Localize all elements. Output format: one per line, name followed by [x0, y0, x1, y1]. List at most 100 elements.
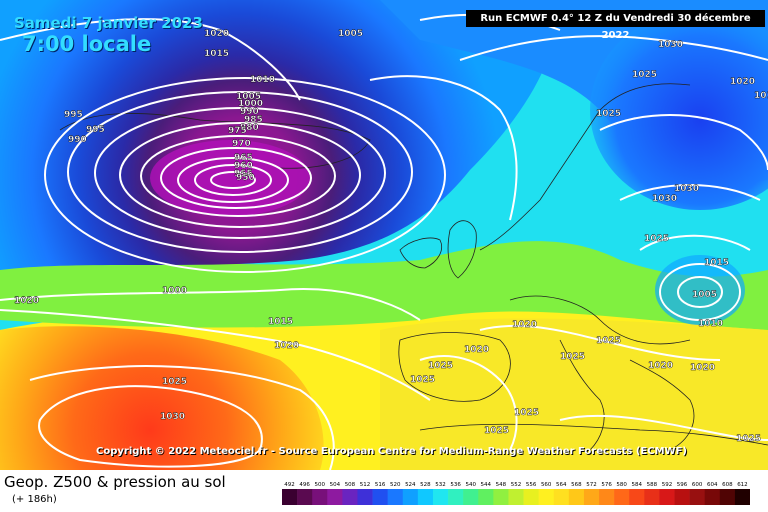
- contour-label: 1030: [674, 184, 699, 194]
- contour-label: 990: [240, 107, 259, 117]
- scale-swatch: [553, 489, 570, 505]
- contour-label: 1025: [632, 70, 657, 80]
- contour-label: 1025: [410, 375, 435, 385]
- scale-tick-label: 560: [541, 482, 552, 488]
- scale-tick-label: 504: [330, 482, 341, 488]
- scale-tick-label: 600: [692, 482, 703, 488]
- contour-label: 1015: [704, 258, 729, 268]
- scale-tick-label: 584: [632, 482, 643, 488]
- isobar-ring: [177, 157, 289, 203]
- contour-label: 985: [244, 115, 263, 125]
- contour-label: 1020: [464, 345, 489, 355]
- legend-subtitle: (+ 186h): [12, 494, 57, 505]
- contour-label: 1025: [428, 361, 453, 371]
- scale-tick-label: 552: [511, 482, 522, 488]
- contour-label: 1020: [690, 363, 715, 373]
- scale-swatch: [659, 489, 675, 505]
- run-info: Run ECMWF 0.4° 12 Z du Vendredi 30 décem…: [466, 10, 765, 41]
- scale-tick-label: 612: [737, 482, 748, 488]
- east-secondary-low: [655, 255, 745, 325]
- scale-swatch: [704, 489, 721, 505]
- isobar-ring: [160, 147, 312, 209]
- scale-tick-label: 544: [481, 482, 492, 488]
- contour-label: 990: [68, 135, 87, 145]
- scale-swatch: [508, 489, 524, 505]
- scale-tick-label: 492: [284, 482, 295, 488]
- contour-label: 1020: [512, 320, 537, 330]
- scale-swatch: [583, 489, 600, 505]
- contour-label: 1000: [162, 286, 187, 296]
- scale-swatch: [342, 489, 358, 505]
- isobar-line: [369, 75, 518, 221]
- isobar-ring: [94, 107, 386, 239]
- contour-label: 1020: [14, 296, 39, 306]
- contour-label: 950: [236, 173, 255, 183]
- contour-label: 955: [234, 169, 253, 179]
- contour-label: 965: [234, 153, 253, 163]
- scale-swatch: [402, 489, 419, 505]
- scale-tick-label: 548: [496, 482, 507, 488]
- scale-tick-label: 496: [299, 482, 310, 488]
- contour-label: 1000: [238, 99, 263, 109]
- coastlines: [59, 83, 768, 451]
- scale-swatch: [417, 489, 434, 505]
- weather-map: 1020 1005 1015 1010 1005 1000 990 985 98…: [0, 0, 768, 470]
- scale-tick-label: 520: [390, 482, 401, 488]
- scale-swatch: [282, 489, 298, 505]
- scale-tick-label: 516: [375, 482, 386, 488]
- high-pressure-area: [0, 326, 324, 470]
- scale-swatch: [614, 489, 630, 505]
- scale-swatch: [523, 489, 539, 505]
- isobar-line: [419, 355, 518, 451]
- scale-swatch: [644, 489, 660, 505]
- scale-tick-label: 500: [314, 482, 325, 488]
- central-core: [150, 140, 310, 216]
- scale-tick-label: 564: [556, 482, 567, 488]
- contour-label: 960: [234, 161, 253, 171]
- scale-tick-label: 556: [526, 482, 537, 488]
- scale-tick-label: 596: [677, 482, 688, 488]
- contour-label: 1020: [730, 77, 755, 87]
- isobar-line: [599, 114, 768, 171]
- isobar-line: [0, 18, 301, 101]
- scale-swatch: [599, 489, 615, 505]
- scale-tick-label: 532: [435, 482, 446, 488]
- scale-tick-label: 568: [571, 482, 582, 488]
- scale-tick-label: 572: [586, 482, 597, 488]
- contour-label: 1020: [204, 29, 229, 39]
- contour-label: 1025: [596, 336, 621, 346]
- contour-label: 1020: [274, 341, 299, 351]
- isobar-line: [0, 309, 431, 401]
- scale-tick-label: 540: [465, 482, 476, 488]
- contour-label: 995: [86, 125, 105, 135]
- low-pressure-area: [0, 0, 560, 270]
- contour-label: 1025: [596, 109, 621, 119]
- contour-label: 975: [228, 126, 247, 136]
- scale-swatch: [432, 489, 449, 505]
- contour-label: 1030: [160, 412, 185, 422]
- contour-label: 1025: [644, 234, 669, 244]
- east-low-area: [590, 10, 768, 210]
- scale-tick-label: 576: [601, 482, 612, 488]
- scale-tick-label: 512: [360, 482, 371, 488]
- scale-swatch: [629, 489, 645, 505]
- contour-label: 1030: [652, 194, 677, 204]
- scale-swatch: [372, 489, 388, 505]
- isobar-ring: [67, 91, 413, 253]
- isobar-line: [639, 234, 751, 251]
- isobar-ring: [677, 276, 723, 308]
- scale-swatch: [538, 489, 555, 505]
- isobar-ring: [659, 263, 741, 321]
- legend-title: Geop. Z500 & pression au sol: [4, 473, 226, 491]
- contour-label: 995: [64, 110, 83, 120]
- contour-label: 970: [232, 139, 251, 149]
- copyright-notice: Copyright © 2022 Meteociel.fr - Source E…: [96, 446, 687, 457]
- scale-tick-label: 604: [707, 482, 718, 488]
- scale-tick-label: 588: [647, 482, 658, 488]
- scale-swatch: [463, 489, 479, 505]
- scale-tick-label: 508: [345, 482, 356, 488]
- contour-label: 1025: [162, 377, 187, 387]
- contour-label: 1010: [698, 319, 723, 329]
- scale-swatch: [719, 489, 736, 505]
- contour-label: 1010: [754, 91, 768, 101]
